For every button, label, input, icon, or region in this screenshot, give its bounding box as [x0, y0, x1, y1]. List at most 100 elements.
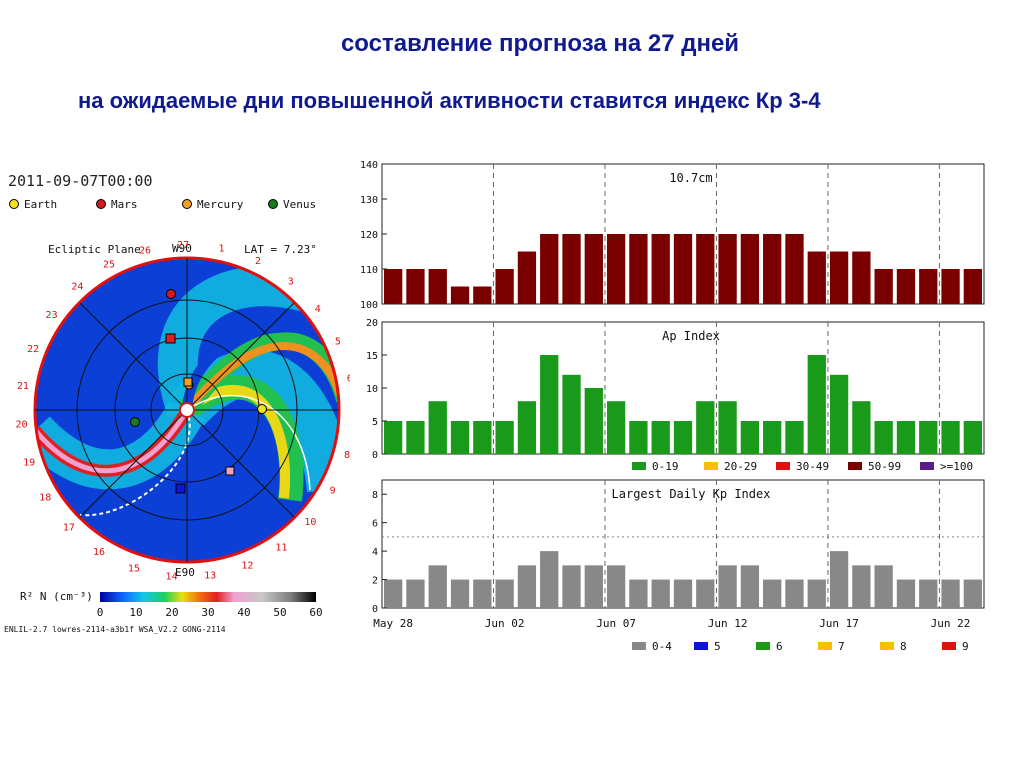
legend-swatch — [818, 642, 832, 650]
bar — [450, 286, 470, 304]
stereo-b-marker-icon — [175, 483, 186, 494]
bar — [540, 355, 559, 454]
bar — [473, 421, 492, 454]
enlil-timestamp: 2011-09-07T00:00 — [8, 172, 153, 190]
bar — [696, 401, 715, 454]
bar — [406, 421, 425, 454]
y-tick-label: 6 — [372, 519, 378, 530]
chart-10.7cm-flux: 100 110 120 130 140 10.7cm — [360, 160, 985, 311]
colorbar-tick-label: 30 — [201, 606, 214, 619]
bar — [740, 421, 760, 454]
bar — [384, 269, 403, 304]
x-tick-label: Jun 02 — [485, 617, 525, 630]
legend-label: 50-99 — [868, 460, 901, 473]
sector-number: 3 — [288, 276, 294, 287]
y-tick-label: 5 — [372, 417, 378, 428]
slide-title: составление прогноза на 27 дней — [340, 30, 740, 57]
sector-number: 15 — [128, 563, 140, 574]
bar — [941, 579, 960, 608]
legend-swatch — [632, 642, 646, 650]
bar — [874, 421, 893, 454]
sector-number: 5 — [335, 337, 341, 348]
legend-swatch — [920, 462, 934, 470]
bar — [473, 286, 492, 304]
legend-label: 6 — [776, 640, 783, 650]
colorbar — [100, 592, 316, 602]
bar — [718, 565, 737, 608]
bar — [696, 579, 715, 608]
bar — [584, 234, 603, 304]
bar — [562, 234, 581, 304]
colorbar-tick-label: 0 — [97, 606, 104, 619]
x-tick-label: Jun 12 — [708, 617, 748, 630]
bar — [919, 421, 938, 454]
planet-label-venus: Venus — [283, 198, 316, 211]
y-tick-label: 130 — [360, 195, 378, 206]
chart-title: 10.7cm — [669, 171, 712, 185]
y-tick-label: 10 — [366, 384, 378, 395]
slide-subtitle: на ожидаемые дни повышенной активности с… — [78, 88, 821, 113]
legend-swatch — [942, 642, 956, 650]
chart-title: Largest Daily Kp Index — [612, 487, 771, 501]
bar — [829, 251, 849, 304]
bar — [517, 251, 537, 304]
bar — [763, 579, 782, 608]
legend-swatch — [756, 642, 770, 650]
bar — [384, 421, 403, 454]
bar — [517, 401, 537, 454]
bar — [606, 234, 626, 304]
legend-label: >=100 — [940, 460, 973, 473]
colorbar-tick-label: 50 — [273, 606, 286, 619]
e90-label: E90 — [175, 566, 195, 579]
bar — [450, 579, 470, 608]
bar — [807, 355, 826, 454]
bar — [785, 579, 804, 608]
bar — [896, 269, 916, 304]
y-tick-label: 20 — [366, 318, 378, 329]
legend-label: 5 — [714, 640, 721, 650]
x-tick-label: May 28 — [373, 617, 413, 630]
legend-swatch — [632, 462, 646, 470]
bar — [629, 579, 648, 608]
bar — [896, 579, 916, 608]
enlil-footer: ENLIL-2.7 lowres-2114-a3b1f WSA_V2.2 GON… — [4, 625, 226, 634]
sector-number: 6 — [347, 373, 350, 384]
legend-swatch — [880, 642, 894, 650]
bar — [941, 269, 960, 304]
chart-title: Ap Index — [662, 329, 720, 343]
chart-ap-index: 0 5 10 15 20 Ap Index 0-19 20-29 30-49 50-99 >=100 — [366, 318, 985, 473]
bar — [384, 579, 403, 608]
bar — [807, 251, 826, 304]
bar — [673, 234, 693, 304]
bar — [718, 401, 737, 454]
y-tick-label: 140 — [360, 160, 378, 171]
bar — [651, 579, 670, 608]
sector-number: 26 — [139, 245, 151, 256]
soho-marker-icon — [183, 377, 193, 387]
bar — [941, 421, 960, 454]
sector-number: 13 — [204, 570, 216, 581]
bar — [428, 401, 447, 454]
bar — [651, 421, 670, 454]
legend-label: 30-49 — [796, 460, 829, 473]
legend-swatch — [776, 462, 790, 470]
colorbar-tick-label: 10 — [129, 606, 142, 619]
planet-legend: Earth Mars Mercury Venus — [9, 198, 316, 211]
bar — [829, 374, 849, 454]
bar — [807, 579, 826, 608]
legend-label: 0-4 — [652, 640, 672, 650]
y-tick-label: 4 — [372, 547, 378, 558]
legend-label: 9 — [962, 640, 969, 650]
planet-label-earth: Earth — [24, 198, 57, 211]
bar — [406, 579, 425, 608]
stereo-a-marker-icon — [165, 333, 176, 344]
y-tick-label: 0 — [372, 450, 378, 461]
bar — [629, 234, 648, 304]
mercury-marker-icon — [182, 199, 192, 209]
sector-number: 25 — [103, 259, 115, 270]
y-tick-label: 110 — [360, 265, 378, 276]
ecliptic-plane-label: Ecliptic Plane — [48, 243, 141, 256]
bar — [673, 421, 693, 454]
colorbar-tick-label: 60 — [309, 606, 322, 619]
bar — [919, 269, 938, 304]
